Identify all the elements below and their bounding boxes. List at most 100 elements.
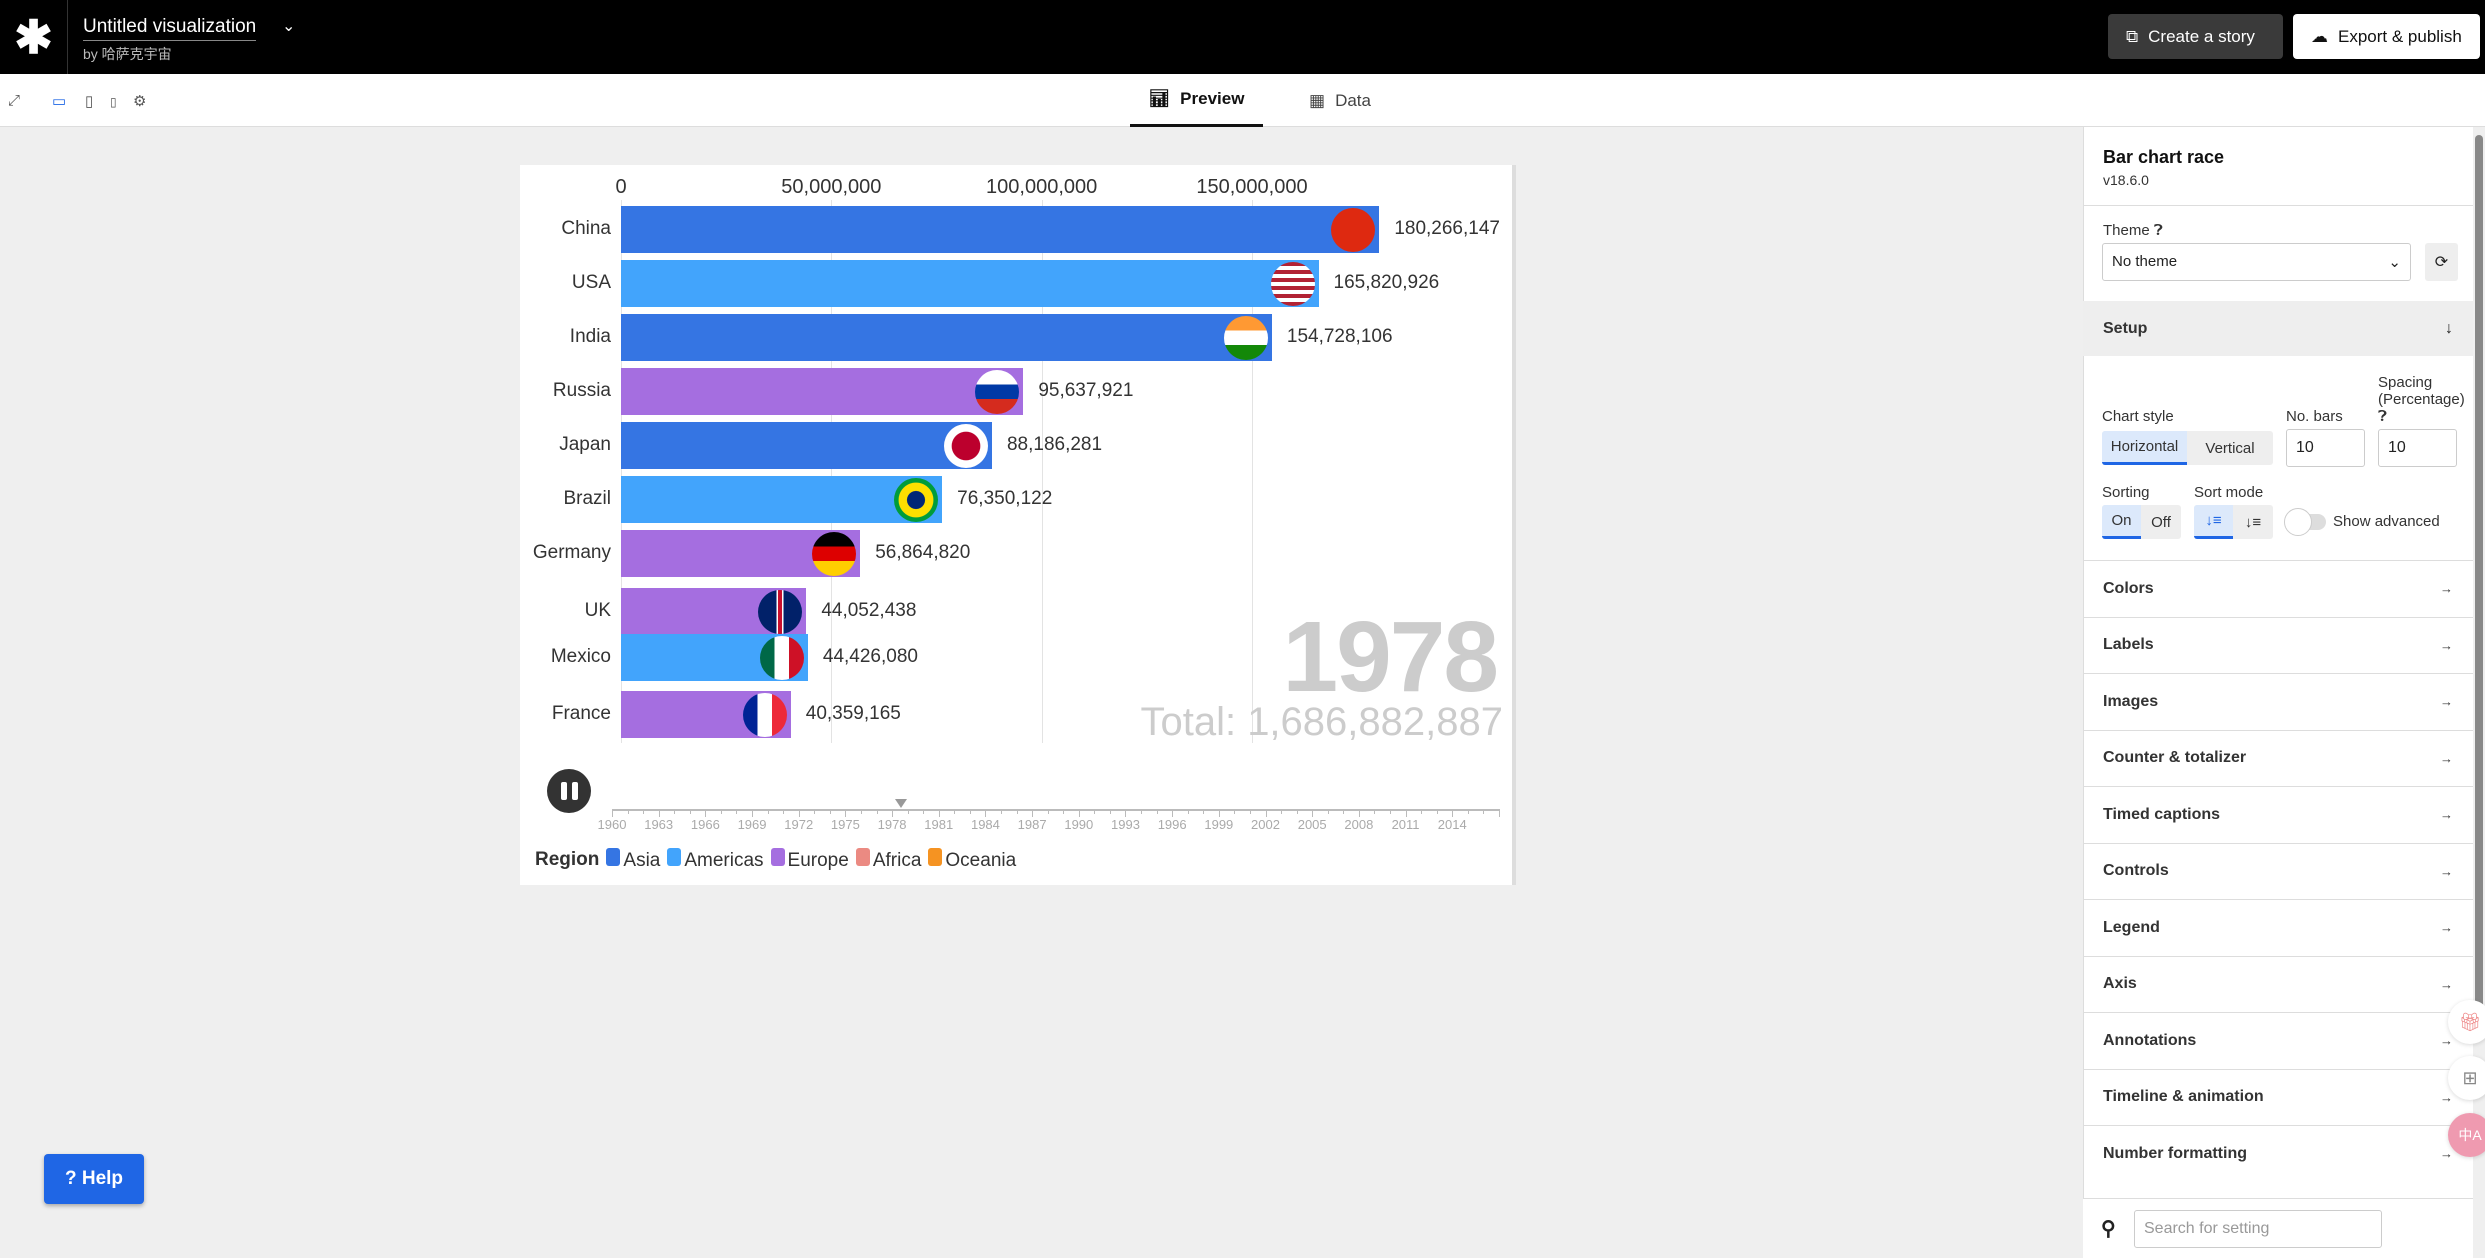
flag-russia-icon xyxy=(975,370,1020,414)
timeline-year-label: 1975 xyxy=(830,817,860,832)
timeline-handle[interactable] xyxy=(895,799,908,808)
gridline xyxy=(1041,200,1043,743)
country-label: India xyxy=(569,326,611,347)
timeline-tick xyxy=(798,809,800,817)
sorting-on[interactable]: On xyxy=(2102,505,2141,539)
export-publish-button[interactable]: ☁ Export & publish xyxy=(2293,14,2480,59)
section-timeline-animation[interactable]: Timeline & animation → xyxy=(2083,1068,2473,1125)
timeline-year-label: 1990 xyxy=(1064,817,1094,832)
value-label: 95,637,921 xyxy=(1038,380,1134,401)
arrow-right-icon: → xyxy=(2440,694,2453,709)
spacing-label-text: Spacing (Percentage) xyxy=(2378,374,2465,408)
horizontal-option[interactable]: Horizontal xyxy=(2102,431,2187,465)
arrow-right-icon: → xyxy=(2440,1146,2453,1161)
section-labels[interactable]: Labels → xyxy=(2083,616,2473,673)
flourish-logo-icon[interactable]: ✱ xyxy=(0,0,68,74)
tab-preview[interactable]: 📊︎ Preview xyxy=(1130,74,1263,127)
theme-select[interactable]: No theme ⌄ xyxy=(2102,243,2411,281)
timeline-year-label: 1999 xyxy=(1204,817,1234,832)
visualization-title[interactable]: Untitled visualization xyxy=(83,16,257,41)
timeline-tick xyxy=(876,809,878,814)
bar-russia xyxy=(621,368,1024,415)
panel-version: v18.6.0 xyxy=(2103,172,2149,188)
show-advanced-toggle[interactable] xyxy=(2284,508,2326,536)
tab-preview-label: Preview xyxy=(1180,89,1245,108)
section-label: Legend xyxy=(2103,918,2160,936)
panel-scrollbar[interactable] xyxy=(2475,135,2483,1015)
section-counter-totalizer[interactable]: Counter & totalizer → xyxy=(2083,729,2473,786)
create-story-button[interactable]: ⧉ Create a story xyxy=(2108,14,2283,59)
theme-label: Theme ❓︎ xyxy=(2103,222,2163,239)
timeline-year-label: 2014 xyxy=(1437,817,1467,832)
mobile-view-icon[interactable]: ▯ xyxy=(110,95,117,109)
search-setting-input[interactable]: Search for setting xyxy=(2134,1210,2382,1248)
chart-style-toggle: Horizontal Vertical xyxy=(2102,431,2273,465)
pause-button[interactable] xyxy=(547,769,591,813)
show-advanced-label: Show advanced xyxy=(2333,513,2440,530)
setup-label: Setup xyxy=(2103,319,2148,337)
no-bars-input[interactable]: 10 xyxy=(2286,429,2365,467)
section-label: Colors xyxy=(2103,579,2154,597)
timeline-tick xyxy=(1483,809,1485,814)
legend-item-africa: Africa xyxy=(855,848,922,872)
timeline-tick xyxy=(1374,809,1376,814)
arrow-right-icon: → xyxy=(2440,863,2453,879)
timeline-year-label: 1963 xyxy=(644,817,674,832)
section-label: Timed captions xyxy=(2103,805,2221,823)
gridline xyxy=(1252,200,1253,743)
section-legend[interactable]: Legend → xyxy=(2083,899,2473,955)
vertical-option[interactable]: Vertical xyxy=(2205,439,2255,457)
timeline-slider[interactable] xyxy=(612,809,1499,811)
help-button[interactable]: ? Help xyxy=(44,1154,144,1204)
section-axis[interactable]: Axis → xyxy=(2083,955,2473,1012)
help-circle-icon[interactable]: ❓︎ xyxy=(2378,408,2388,425)
sorting-off[interactable]: Off xyxy=(2151,513,2171,531)
section-images[interactable]: Images → xyxy=(2083,673,2473,729)
tab-data[interactable]: ▦ Data xyxy=(1290,74,1390,127)
section-label: Timeline & animation xyxy=(2103,1088,2264,1105)
sort-descending-icon[interactable]: ↓≡ xyxy=(2194,505,2233,539)
timeline-tick xyxy=(658,809,660,817)
timeline-year-label: 1978 xyxy=(877,817,907,832)
sorting-label: Sorting xyxy=(2102,484,2150,501)
legend-swatch xyxy=(667,848,682,866)
timeline-tick xyxy=(829,809,831,814)
timeline-tick xyxy=(1436,809,1438,814)
sort-ascending-icon[interactable]: ↓≡ xyxy=(2244,513,2262,531)
section-timed-captions[interactable]: Timed captions → xyxy=(2083,786,2473,842)
timeline-year-label: 1966 xyxy=(690,817,720,832)
apps-grid-icon[interactable]: ⊞ xyxy=(2448,1056,2485,1100)
desktop-view-icon[interactable]: ▭ xyxy=(52,93,67,110)
timeline-tick xyxy=(1343,809,1345,814)
timeline-year-label: 2011 xyxy=(1391,817,1420,832)
section-number-formatting[interactable]: Number formatting → xyxy=(2083,1125,2473,1181)
timeline-tick xyxy=(814,809,816,814)
refresh-theme-button[interactable]: ⟳ xyxy=(2425,243,2458,281)
spacing-input[interactable]: 10 xyxy=(2378,429,2457,467)
fullscreen-icon[interactable]: ⤢ xyxy=(8,92,21,109)
legend: Region Asia Americas Europe Africa Oceania xyxy=(535,848,1016,872)
legend-label: Africa xyxy=(872,850,922,871)
timeline-tick xyxy=(892,809,894,817)
panel-title: Bar chart race xyxy=(2103,147,2225,167)
section-colors[interactable]: Colors → xyxy=(2083,560,2473,616)
setup-section-header[interactable]: Setup ↓ xyxy=(2083,301,2473,356)
legend-item-asia: Asia xyxy=(606,848,660,872)
chevron-down-icon[interactable]: ⌄ xyxy=(282,18,296,35)
refresh-icon: ⟳ xyxy=(2434,254,2449,271)
toolbar xyxy=(0,74,2485,127)
timeline-tick xyxy=(969,809,971,814)
gift-icon[interactable]: 🎁︎ xyxy=(2448,1000,2485,1044)
timeline-tick xyxy=(1172,809,1174,817)
timeline-tick xyxy=(985,809,987,817)
settings-gear-icon[interactable]: ⚙ xyxy=(133,93,147,110)
help-circle-icon[interactable]: ❓︎ xyxy=(2153,222,2163,239)
tablet-view-icon[interactable]: ▯ xyxy=(85,93,94,110)
section-controls[interactable]: Controls → xyxy=(2083,842,2473,899)
pause-icon-bar xyxy=(571,782,578,800)
arrow-right-icon: → xyxy=(2440,920,2453,935)
section-annotations[interactable]: Annotations → xyxy=(2083,1012,2473,1068)
timeline-tick xyxy=(1109,809,1111,814)
translate-icon[interactable]: 中A xyxy=(2448,1113,2485,1157)
